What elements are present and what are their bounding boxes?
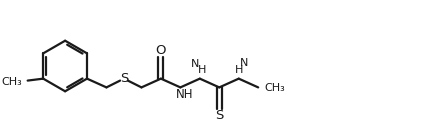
Text: S: S (120, 72, 128, 85)
Text: N: N (240, 58, 248, 68)
Text: CH₃: CH₃ (1, 77, 22, 87)
Text: NH: NH (176, 88, 193, 101)
Text: N: N (191, 59, 199, 69)
Text: H: H (234, 65, 243, 75)
Text: H: H (198, 65, 206, 75)
Text: CH₃: CH₃ (264, 83, 285, 93)
Text: S: S (215, 109, 223, 122)
Text: O: O (156, 44, 166, 57)
